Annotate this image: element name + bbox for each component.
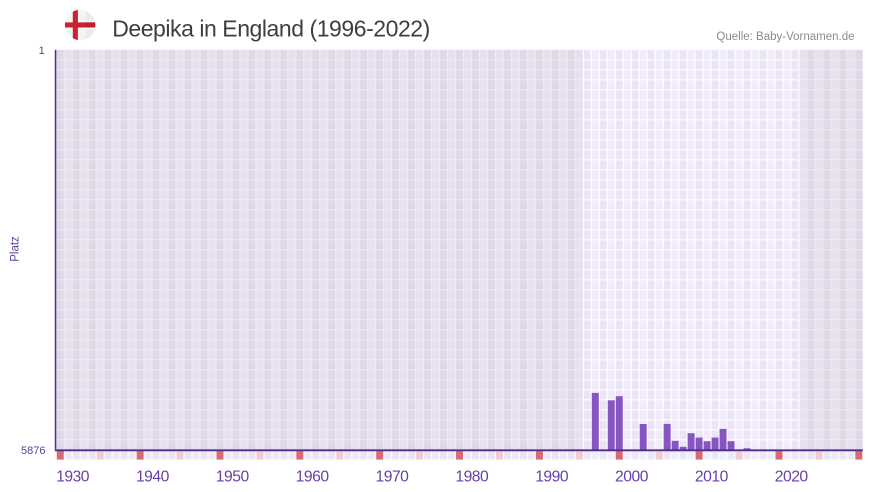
svg-text:1990: 1990 (535, 468, 569, 485)
svg-text:1960: 1960 (296, 468, 330, 485)
svg-text:1950: 1950 (216, 468, 250, 485)
svg-text:5876: 5876 (21, 445, 45, 457)
svg-text:Platz: Platz (9, 236, 21, 262)
svg-text:1: 1 (39, 45, 45, 57)
svg-text:Deepika in England (1996-2022): Deepika in England (1996-2022) (112, 16, 430, 42)
svg-text:2020: 2020 (775, 468, 809, 485)
svg-text:2000: 2000 (615, 468, 649, 485)
svg-text:1980: 1980 (455, 468, 489, 485)
svg-text:2010: 2010 (695, 468, 729, 485)
svg-text:1930: 1930 (56, 468, 90, 485)
svg-text:1970: 1970 (376, 468, 410, 485)
svg-text:Quelle: Baby-Vornamen.de: Quelle: Baby-Vornamen.de (716, 31, 854, 43)
svg-text:1940: 1940 (136, 468, 170, 485)
